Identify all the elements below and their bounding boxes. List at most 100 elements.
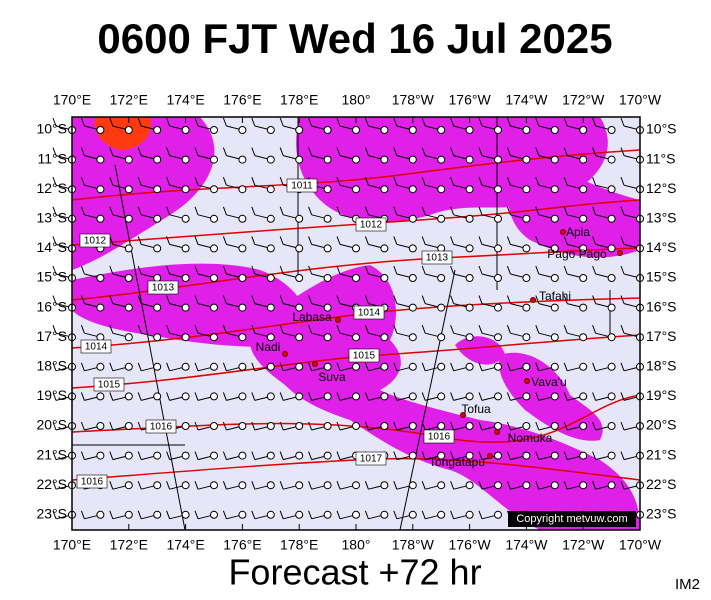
lat-label: 12°S bbox=[36, 180, 67, 196]
barb-flag bbox=[620, 481, 625, 490]
place-label: Vava'u bbox=[531, 375, 566, 389]
isobar-label: 1014 bbox=[358, 308, 381, 319]
lon-label: 174°W bbox=[505, 537, 548, 553]
station bbox=[238, 185, 247, 194]
isobar-label-box bbox=[286, 178, 318, 193]
barb-flag bbox=[478, 265, 483, 275]
barb-flag bbox=[336, 147, 341, 156]
barb-flag bbox=[222, 451, 227, 460]
barb-flag bbox=[109, 362, 114, 371]
barb-flag bbox=[478, 117, 483, 127]
place-dot bbox=[494, 429, 500, 435]
barb-flag bbox=[620, 295, 625, 304]
lat-label: 11°S bbox=[646, 150, 675, 166]
barb-flag bbox=[137, 325, 142, 334]
barb-flag bbox=[308, 510, 313, 519]
station bbox=[607, 422, 616, 430]
station bbox=[238, 303, 247, 312]
barb-flag bbox=[592, 295, 597, 304]
lat-label: 13°S bbox=[36, 210, 67, 226]
station bbox=[352, 126, 360, 134]
lon-label: 176°W bbox=[449, 92, 492, 108]
station bbox=[437, 214, 446, 223]
station bbox=[522, 422, 531, 430]
lon-label: 176°W bbox=[449, 537, 492, 553]
barb-flag bbox=[421, 295, 426, 304]
barb-flag bbox=[450, 392, 455, 401]
barb-flag bbox=[478, 451, 483, 460]
lat-label: 13°S bbox=[646, 210, 677, 226]
station bbox=[494, 155, 502, 164]
place-dot bbox=[312, 361, 318, 367]
station bbox=[408, 244, 417, 253]
station bbox=[96, 155, 105, 164]
station bbox=[266, 126, 275, 134]
station bbox=[96, 362, 105, 371]
station bbox=[352, 185, 360, 194]
station bbox=[607, 274, 616, 282]
station bbox=[465, 510, 474, 519]
barb-flag bbox=[393, 206, 398, 215]
station bbox=[522, 244, 531, 253]
lon-label: 170°W bbox=[619, 537, 662, 553]
station bbox=[266, 214, 275, 223]
station bbox=[607, 333, 616, 342]
place-dot bbox=[282, 351, 288, 357]
station bbox=[210, 362, 218, 371]
station bbox=[153, 362, 162, 371]
barb-flag bbox=[450, 325, 455, 334]
barb-flag bbox=[393, 147, 398, 156]
station bbox=[465, 303, 474, 312]
barb-flag bbox=[251, 265, 256, 275]
barb-flag bbox=[194, 236, 199, 245]
isobar-label-box bbox=[93, 377, 125, 392]
station bbox=[181, 126, 190, 134]
barb-flag bbox=[450, 481, 455, 490]
barb-flag bbox=[450, 451, 455, 460]
place-label: Tafahi bbox=[539, 289, 571, 303]
barb-flag bbox=[421, 362, 426, 371]
station bbox=[295, 303, 304, 312]
barb-flag bbox=[137, 236, 142, 245]
station bbox=[124, 422, 133, 430]
station bbox=[181, 333, 190, 342]
lon-label: 180° bbox=[342, 92, 371, 108]
barb-flag bbox=[506, 451, 511, 460]
station bbox=[522, 185, 531, 194]
station bbox=[153, 214, 162, 223]
lat-label: 21°S bbox=[646, 446, 677, 462]
station bbox=[210, 214, 218, 223]
lon-label: 170°E bbox=[53, 537, 91, 553]
barb-flag bbox=[364, 325, 369, 334]
lat-label: 20°S bbox=[36, 417, 67, 433]
station bbox=[522, 214, 531, 223]
station bbox=[408, 422, 417, 430]
barb-flag bbox=[535, 177, 540, 186]
station bbox=[352, 155, 360, 164]
station bbox=[380, 392, 389, 401]
barb-flag bbox=[109, 236, 114, 245]
station bbox=[153, 126, 162, 134]
station bbox=[210, 510, 218, 519]
barb-flag bbox=[478, 510, 483, 519]
station bbox=[352, 333, 360, 342]
place-dot bbox=[335, 317, 341, 323]
barb-flag bbox=[80, 362, 85, 371]
barb-flag bbox=[80, 325, 85, 334]
isobar-label: 1016 bbox=[150, 422, 173, 433]
barb-flag bbox=[563, 325, 568, 334]
station bbox=[181, 244, 190, 253]
barb-flag bbox=[336, 295, 341, 304]
station bbox=[124, 392, 133, 401]
station bbox=[238, 155, 247, 164]
station bbox=[494, 362, 502, 371]
barb-flag bbox=[393, 510, 398, 519]
barb-flag bbox=[336, 206, 341, 215]
isobar-label-box bbox=[355, 451, 387, 466]
station bbox=[96, 214, 105, 223]
station bbox=[295, 422, 304, 430]
barb-flag bbox=[109, 265, 114, 275]
place-dot bbox=[560, 229, 566, 235]
place-dot bbox=[530, 297, 536, 303]
barb-flag bbox=[137, 392, 142, 401]
